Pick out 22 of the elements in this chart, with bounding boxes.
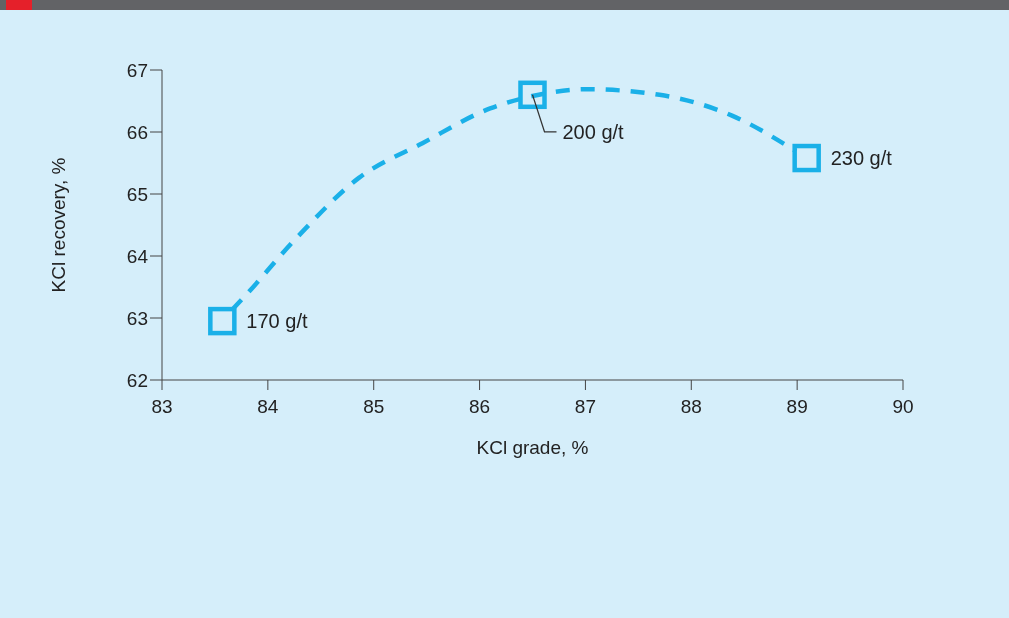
x-axis-title: KCl grade, %	[476, 437, 589, 458]
point	[208, 306, 237, 336]
y-tick-label: 65	[126, 183, 148, 205]
annotation: 200 g/t	[562, 120, 625, 143]
x-tick-label: 88	[680, 396, 702, 418]
y-tick-label: 64	[126, 245, 149, 267]
y-tick-label: 63	[126, 307, 148, 329]
annotation: 230 g/t	[830, 147, 893, 170]
y-tick-label: 62	[126, 369, 148, 391]
x-tick-label: 87	[574, 396, 596, 418]
x-tick-label: 89	[786, 396, 808, 418]
y-tick-label: 67	[126, 59, 148, 81]
y-axis-title: KCl recovery, %	[47, 157, 69, 293]
x-tick-label: 83	[151, 396, 173, 418]
point	[792, 143, 821, 173]
annotation: 170 g/t	[246, 310, 308, 333]
y-tick-label: 66	[126, 121, 148, 143]
x-tick-label: 85	[363, 396, 385, 418]
x-tick-label: 90	[892, 396, 914, 418]
x-tick-label: 86	[469, 396, 491, 418]
point	[518, 80, 547, 110]
x-tick-label: 84	[257, 396, 279, 418]
